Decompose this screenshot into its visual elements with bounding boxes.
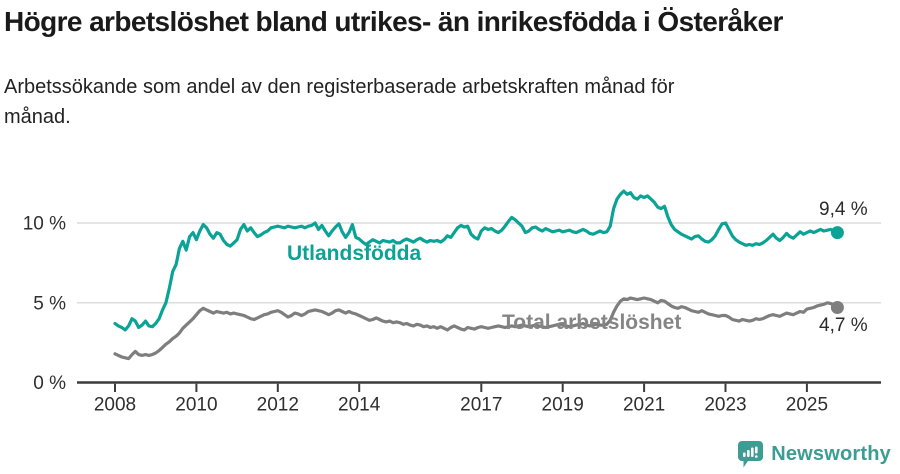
series-end-dot-utlandsfodda bbox=[830, 226, 844, 240]
chart-title: Högre arbetslöshet bland utrikes- än inr… bbox=[4, 6, 783, 37]
x-tick-label: 2019 bbox=[542, 395, 584, 416]
newsworthy-logo: Newsworthy bbox=[737, 440, 891, 469]
y-tick-label: 10 % bbox=[23, 214, 66, 235]
x-tick-label: 2025 bbox=[786, 395, 828, 416]
y-tick-label: 0 % bbox=[33, 373, 66, 394]
series-line-utlandsfodda bbox=[113, 189, 840, 332]
x-tick-label: 2023 bbox=[704, 395, 746, 416]
end-value-utlandsfodda: 9,4 % bbox=[819, 199, 868, 220]
newsworthy-speech-bubble-icon bbox=[738, 441, 764, 468]
x-tick-label: 2021 bbox=[623, 395, 665, 416]
x-tick-label: 2012 bbox=[257, 395, 299, 416]
x-tick-label: 2017 bbox=[460, 395, 502, 416]
series-label-total-arbetsloshet: Total arbetslöshet bbox=[502, 311, 682, 334]
x-tick-label: 2010 bbox=[175, 395, 217, 416]
series-label-utlandsfodda: Utlandsfödda bbox=[287, 242, 422, 265]
series-line-total bbox=[113, 296, 840, 361]
end-value-total-arbetsloshet: 4,7 % bbox=[819, 315, 868, 336]
series-end-dot-total bbox=[830, 301, 844, 314]
chart-subtitle: Arbetssökande som andel av den registerb… bbox=[4, 76, 675, 128]
newsworthy-wordmark: Newsworthy bbox=[771, 443, 891, 465]
x-tick-label: 2008 bbox=[94, 395, 136, 416]
x-tick-label: 2014 bbox=[338, 395, 381, 416]
y-tick-label: 5 % bbox=[33, 293, 66, 314]
